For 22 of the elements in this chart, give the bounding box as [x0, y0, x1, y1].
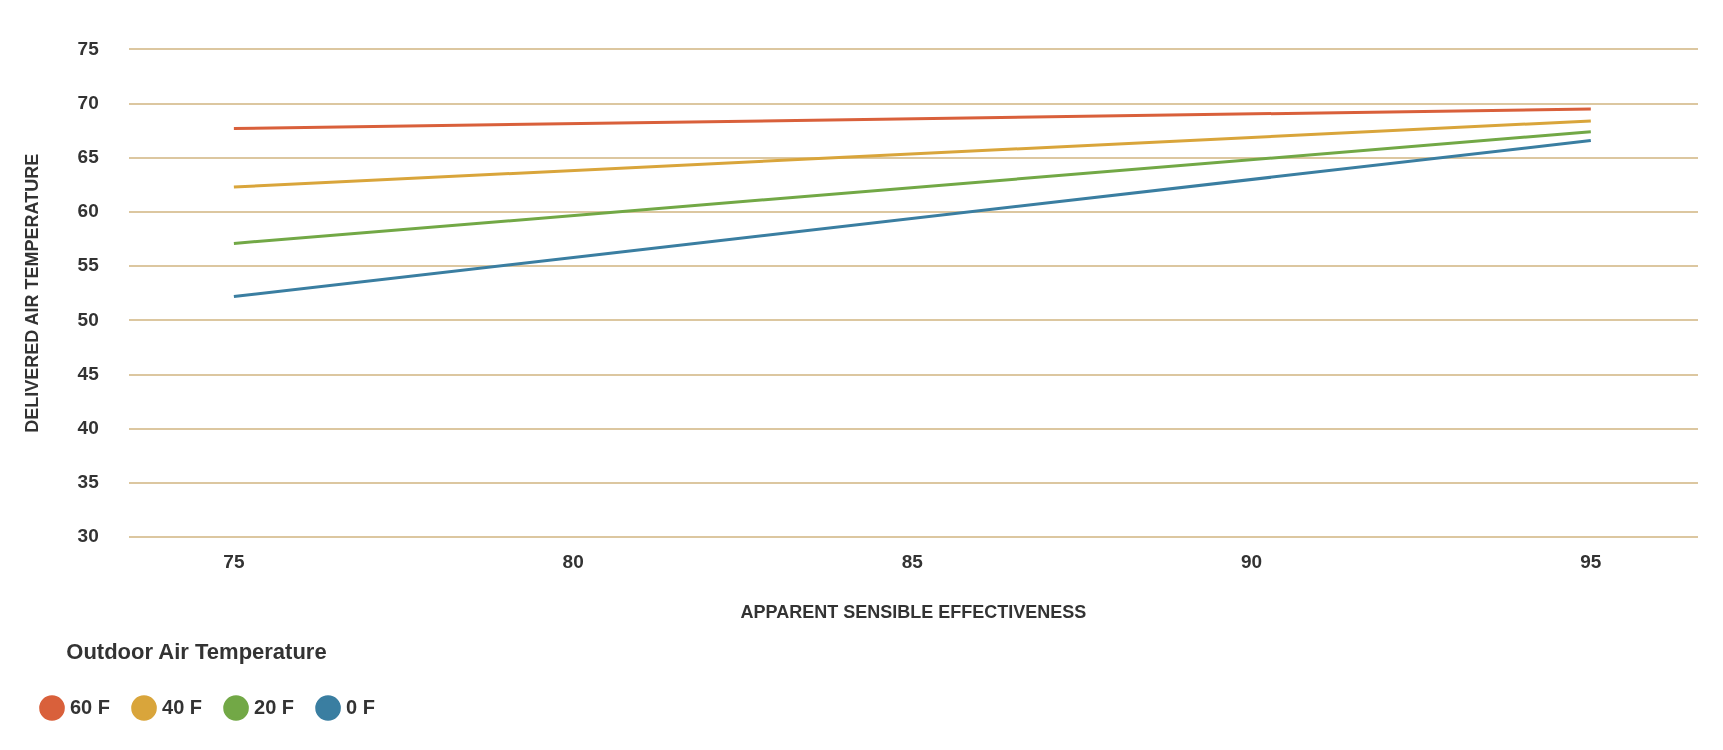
legend-label: 40 F	[162, 695, 203, 718]
legend-label: 0 F	[346, 695, 375, 718]
x-tick-label: 75	[223, 550, 245, 572]
y-tick-label: 40	[77, 417, 99, 439]
x-tick-label: 95	[1580, 550, 1602, 572]
y-tick-label: 45	[77, 362, 100, 384]
y-tick-label: 75	[77, 37, 100, 59]
y-axis-title: DELIVERED AIR TEMPERATURE	[21, 153, 42, 433]
legend-label: 20 F	[254, 695, 295, 718]
y-tick-label: 50	[77, 308, 99, 330]
y-tick-label: 30	[77, 525, 99, 547]
x-tick-label: 80	[562, 550, 584, 572]
y-tick-label: 65	[77, 146, 100, 168]
legend-title: Outdoor Air Temperature	[66, 638, 327, 664]
x-tick-label: 90	[1241, 550, 1263, 572]
y-tick-label: 55	[77, 254, 100, 276]
legend-label: 60 F	[70, 695, 111, 718]
y-tick-label: 60	[77, 200, 99, 222]
y-tick-label: 70	[77, 91, 99, 113]
y-tick-label: 35	[77, 471, 100, 493]
x-tick-label: 85	[901, 550, 924, 572]
x-axis-title: APPARENT SENSIBLE EFFECTIVENESS	[740, 601, 1087, 622]
